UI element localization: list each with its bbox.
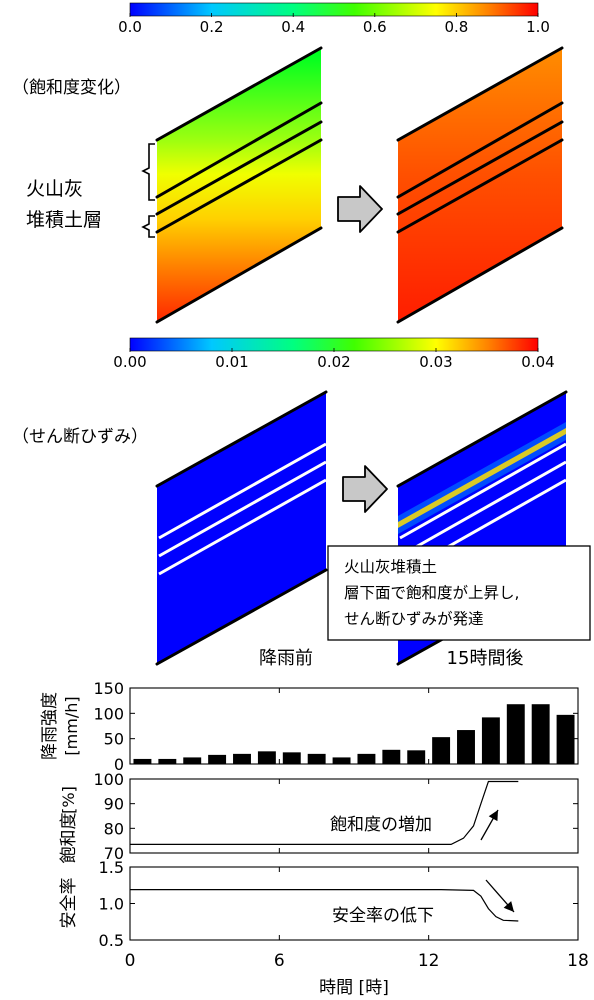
rain-bar [332, 757, 351, 764]
ylabel-safety-factor: 安全率 [59, 878, 79, 929]
time-series-panels: 0 50 100 150 70 80 90 100 0.5 1.0 1.5 降雨強度 [mm/h] [%]… [40, 679, 589, 998]
annotation-saturation-increase: 飽和度の増加 [330, 815, 432, 835]
slope-saturation-before [155, 46, 323, 324]
panel-frame [129, 778, 579, 854]
strain-section-label: （せん断ひずみ） [12, 427, 148, 447]
y-tick-label: 1.5 [99, 858, 124, 877]
rain-bar [357, 753, 376, 764]
rain-bar [307, 753, 326, 764]
caption-after-15h: 15時間後 [447, 648, 524, 669]
colorbar-tick-label: 0.2 [200, 18, 224, 36]
colorbar-tick-label: 0.02 [317, 353, 350, 371]
colorbar-tick-label: 0.00 [113, 353, 146, 371]
colorbar-shear-strain: 0.00 0.01 0.02 0.03 0.04 [113, 337, 555, 371]
y-tick-label: 0.5 [99, 931, 124, 950]
ylabel-saturation: 飽和度 [59, 813, 79, 864]
y-tick-label: 0 [114, 755, 124, 774]
rain-bar [158, 758, 177, 764]
colorbar-saturation: 0.0 0.2 0.4 0.6 0.8 1.0 [118, 2, 550, 36]
rain-bar [407, 750, 426, 764]
series-line [130, 780, 519, 845]
rain-bar [257, 751, 276, 764]
colorbar-tick-label: 0.6 [363, 18, 387, 36]
y-tick-label: 100 [93, 704, 124, 723]
y-tick-label: 150 [93, 679, 124, 698]
colorbar-tick-label: 0.0 [118, 18, 142, 36]
panel-2: 70 80 90 100 [93, 770, 579, 863]
slope-strain-before [155, 390, 328, 666]
colorbar-tick-label: 0.8 [444, 18, 468, 36]
transition-arrow-icon [337, 185, 383, 233]
panel-1: 0 50 100 150 [93, 679, 579, 774]
x-axis-label: 時間 [時] [319, 978, 389, 998]
x-tick-label: 12 [418, 951, 440, 971]
colorbar-tick-label: 0.03 [419, 353, 452, 371]
layer-label-line1: 火山灰 [26, 178, 83, 200]
x-tick-label: 18 [567, 951, 589, 971]
ylabel-rainfall: 降雨強度 [40, 692, 60, 760]
panel-frame [129, 687, 579, 765]
decrease-arrow-icon [485, 879, 515, 913]
rain-bar [233, 753, 251, 764]
layer-brackets [141, 143, 155, 238]
slope-saturation-after [396, 46, 564, 324]
rain-bar [457, 730, 475, 764]
rain-bar [208, 754, 227, 764]
increase-arrow-icon [480, 809, 499, 841]
annotation-safety-decrease: 安全率の低下 [332, 906, 434, 926]
x-tick-label: 6 [274, 951, 285, 971]
ylabel-saturation-unit: [%] [59, 786, 78, 814]
layer-label-line2: 堆積土層 [26, 209, 102, 231]
rain-bar [183, 757, 202, 764]
arrow-head [503, 901, 514, 912]
callout-box: 火山灰堆積土 層下面で飽和度が上昇し, せん断ひずみが発達 [327, 545, 591, 641]
colorbar-tick-label: 1.0 [526, 18, 550, 36]
y-tick-label: 50 [104, 730, 124, 749]
y-tick-label: 70 [104, 844, 124, 863]
y-tick-label: 1.0 [99, 895, 124, 914]
colorbar-tick-label: 0.01 [215, 353, 248, 371]
rain-bar [432, 737, 451, 764]
callout-line-1: 火山灰堆積土 [344, 558, 437, 576]
callout-line-3: せん断ひずみが発達 [344, 610, 484, 628]
y-tick-label: 80 [104, 819, 124, 838]
y-tick-label: 100 [93, 770, 124, 789]
saturation-section-label: （飽和度変化） [12, 78, 131, 98]
rain-bar [282, 752, 301, 764]
rain-bar [382, 749, 401, 764]
transition-arrow-icon [342, 465, 388, 513]
rain-bar [133, 758, 152, 764]
rain-bar [506, 704, 525, 764]
colorbar-tick-label: 0.04 [521, 353, 554, 371]
y-tick-label: 90 [104, 795, 124, 814]
x-tick-label: 0 [125, 951, 136, 971]
arrow-head [488, 810, 498, 822]
rain-bar [481, 717, 500, 764]
rain-bar [531, 704, 550, 764]
callout-line-2: 層下面で飽和度が上昇し, [344, 584, 519, 602]
series-line [130, 889, 519, 922]
ylabel-rainfall-unit: [mm/h] [62, 696, 81, 755]
caption-before-rain: 降雨前 [259, 648, 313, 669]
rain-bar [556, 714, 575, 764]
panel-3: 0.5 1.0 1.5 [99, 858, 579, 950]
colorbar-tick-label: 0.4 [281, 18, 305, 36]
